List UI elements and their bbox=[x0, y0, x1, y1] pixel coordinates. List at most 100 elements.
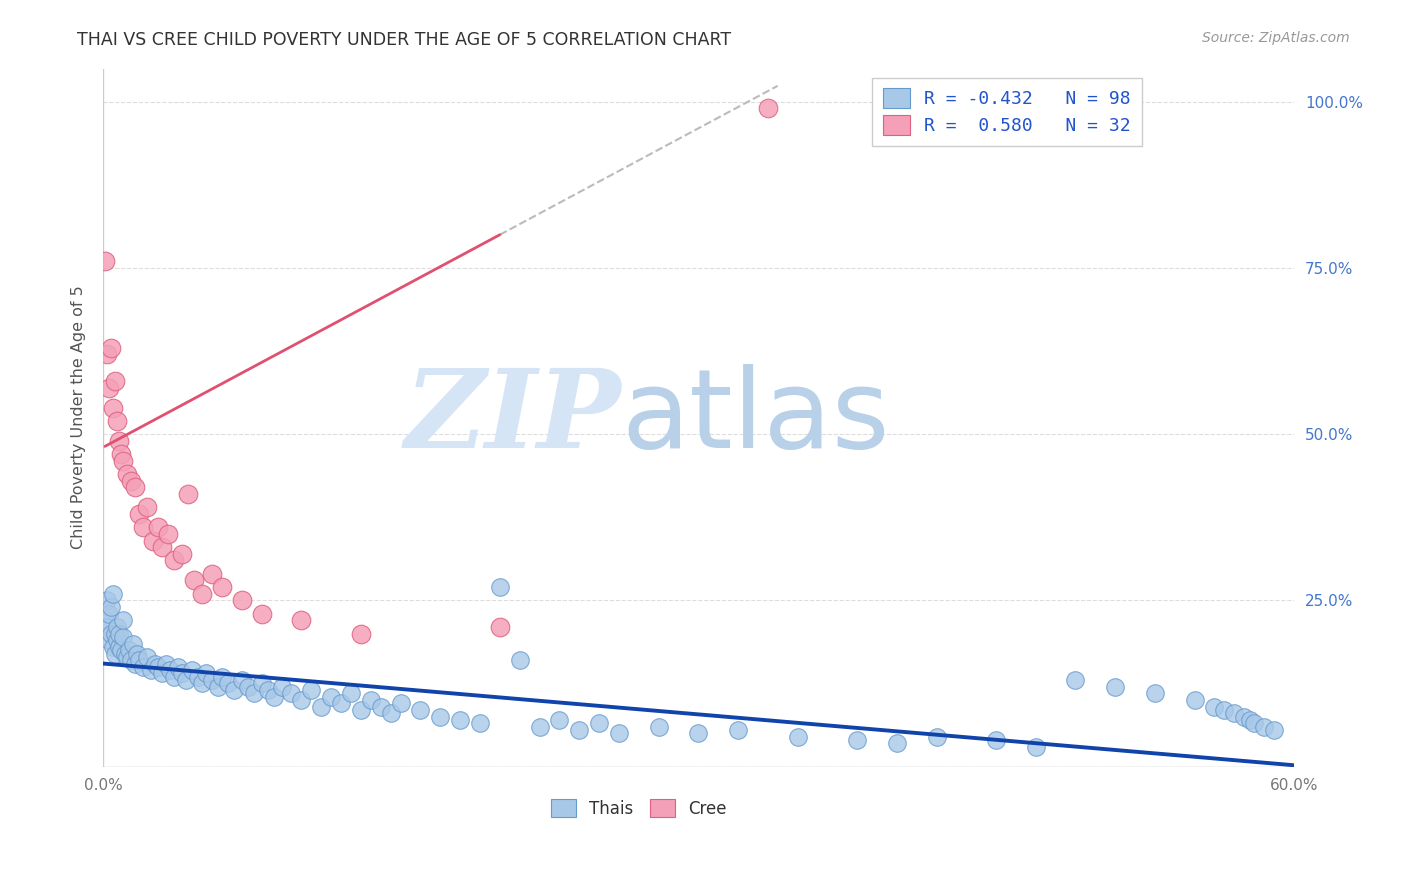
Point bbox=[111, 630, 134, 644]
Point bbox=[120, 653, 142, 667]
Point bbox=[131, 660, 153, 674]
Point bbox=[124, 480, 146, 494]
Point bbox=[167, 660, 190, 674]
Point bbox=[135, 649, 157, 664]
Point bbox=[250, 676, 273, 690]
Point bbox=[1204, 699, 1226, 714]
Point bbox=[96, 593, 118, 607]
Point bbox=[128, 507, 150, 521]
Point bbox=[1213, 703, 1236, 717]
Point bbox=[101, 401, 124, 415]
Point bbox=[187, 670, 209, 684]
Point bbox=[588, 716, 610, 731]
Point bbox=[1263, 723, 1285, 737]
Point bbox=[509, 653, 531, 667]
Point bbox=[290, 693, 312, 707]
Point bbox=[111, 613, 134, 627]
Point bbox=[321, 690, 343, 704]
Point bbox=[409, 703, 432, 717]
Point bbox=[256, 683, 278, 698]
Point bbox=[139, 663, 162, 677]
Point bbox=[107, 640, 129, 654]
Point bbox=[141, 533, 163, 548]
Point bbox=[97, 607, 120, 621]
Point bbox=[350, 703, 373, 717]
Point bbox=[105, 620, 128, 634]
Point bbox=[191, 676, 214, 690]
Point bbox=[1143, 686, 1166, 700]
Point bbox=[548, 713, 571, 727]
Point bbox=[155, 657, 177, 671]
Point bbox=[280, 686, 302, 700]
Point bbox=[350, 626, 373, 640]
Point bbox=[270, 680, 292, 694]
Point bbox=[925, 730, 948, 744]
Point bbox=[94, 254, 117, 268]
Point bbox=[389, 697, 412, 711]
Point bbox=[1253, 720, 1275, 734]
Point bbox=[1233, 709, 1256, 723]
Point bbox=[107, 626, 129, 640]
Point bbox=[1243, 716, 1265, 731]
Point bbox=[1223, 706, 1246, 721]
Point bbox=[309, 699, 332, 714]
Point bbox=[236, 680, 259, 694]
Point bbox=[104, 647, 127, 661]
Point bbox=[163, 553, 186, 567]
Point bbox=[340, 686, 363, 700]
Point bbox=[174, 673, 197, 687]
Point bbox=[163, 670, 186, 684]
Point bbox=[125, 647, 148, 661]
Point bbox=[120, 474, 142, 488]
Point bbox=[101, 587, 124, 601]
Point bbox=[211, 670, 233, 684]
Text: Source: ZipAtlas.com: Source: ZipAtlas.com bbox=[1202, 31, 1350, 45]
Point bbox=[1184, 693, 1206, 707]
Point bbox=[330, 697, 353, 711]
Point bbox=[121, 636, 143, 650]
Point bbox=[449, 713, 471, 727]
Point bbox=[148, 520, 170, 534]
Point bbox=[101, 640, 124, 654]
Point bbox=[1104, 680, 1126, 694]
Text: ZIP: ZIP bbox=[405, 364, 621, 471]
Point bbox=[529, 720, 551, 734]
Text: atlas: atlas bbox=[621, 364, 890, 471]
Point bbox=[607, 726, 630, 740]
Point bbox=[489, 580, 512, 594]
Point bbox=[157, 527, 180, 541]
Point bbox=[135, 500, 157, 515]
Point bbox=[172, 666, 194, 681]
Point bbox=[96, 620, 118, 634]
Point bbox=[97, 633, 120, 648]
Point bbox=[96, 347, 118, 361]
Point bbox=[1239, 713, 1261, 727]
Point bbox=[114, 647, 136, 661]
Point bbox=[211, 580, 233, 594]
Point bbox=[97, 381, 120, 395]
Point bbox=[231, 673, 253, 687]
Point bbox=[886, 736, 908, 750]
Point bbox=[727, 723, 749, 737]
Point bbox=[104, 626, 127, 640]
Point bbox=[172, 547, 194, 561]
Point bbox=[159, 663, 181, 677]
Point bbox=[380, 706, 402, 721]
Point bbox=[148, 660, 170, 674]
Point bbox=[110, 447, 132, 461]
Point bbox=[846, 733, 869, 747]
Point bbox=[568, 723, 591, 737]
Point bbox=[647, 720, 669, 734]
Legend: Thais, Cree: Thais, Cree bbox=[544, 793, 734, 824]
Point bbox=[105, 414, 128, 428]
Point bbox=[111, 454, 134, 468]
Point bbox=[118, 643, 141, 657]
Point bbox=[115, 467, 138, 481]
Point bbox=[110, 643, 132, 657]
Point bbox=[222, 683, 245, 698]
Point bbox=[105, 633, 128, 648]
Point bbox=[177, 487, 200, 501]
Point bbox=[1025, 739, 1047, 754]
Point bbox=[242, 686, 264, 700]
Point bbox=[217, 676, 239, 690]
